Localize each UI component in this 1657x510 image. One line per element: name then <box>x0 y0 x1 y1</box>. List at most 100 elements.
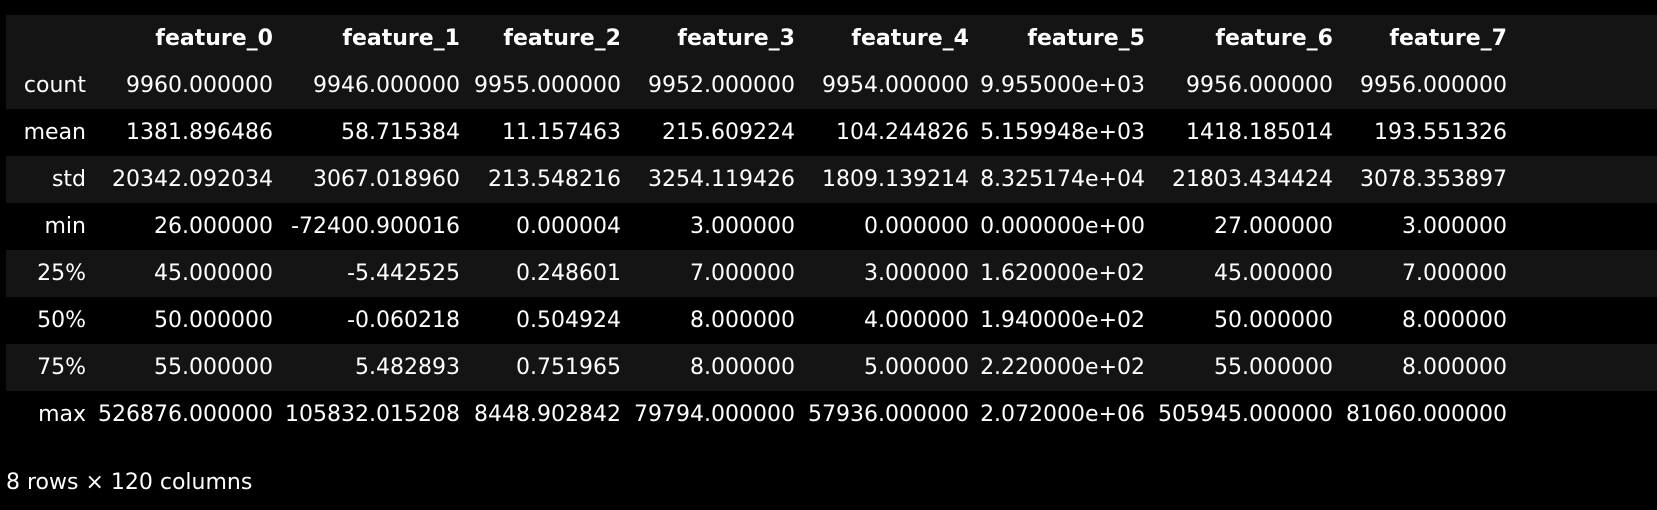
column-header: feature_1 <box>342 26 460 51</box>
table-row: std 20342.092034 3067.018960 213.548216 3254… <box>6 156 1657 203</box>
table-cell: 8.325174e+04 <box>980 167 1145 192</box>
table-shape-caption: 8 rows × 120 columns <box>6 470 253 495</box>
table-cell: 58.715384 <box>341 120 460 145</box>
table-cell: 26.000000 <box>154 214 273 239</box>
table-cell: 3078.353897 <box>1360 167 1507 192</box>
table-cell: 5.482893 <box>355 355 460 380</box>
row-index-label: min <box>44 214 87 239</box>
index-header <box>6 15 86 62</box>
table-cell: 105832.015208 <box>285 402 460 427</box>
table-cell: 81060.000000 <box>1346 402 1507 427</box>
table-cell: 526876.000000 <box>98 402 273 427</box>
row-index-label: 50% <box>37 308 86 333</box>
table-cell <box>1507 109 1657 156</box>
describe-table: feature_0 feature_1 feature_2 feature_3 feat… <box>6 15 1657 438</box>
table-cell: 0.000000e+00 <box>980 214 1145 239</box>
table-cell: 215.609224 <box>662 120 795 145</box>
table-cell: 8448.902842 <box>474 402 621 427</box>
table-cell: 45.000000 <box>154 261 273 286</box>
column-header: feature_4 <box>851 26 969 51</box>
table-cell: 9955.000000 <box>474 73 621 98</box>
table-cell: 8.000000 <box>1402 355 1507 380</box>
table-cell: 9952.000000 <box>648 73 795 98</box>
table-cell: -5.442525 <box>347 261 460 286</box>
table-cell: 0.504924 <box>516 308 621 333</box>
table-cell: 0.000000 <box>864 214 969 239</box>
table-cell <box>1507 297 1657 344</box>
header-row: feature_0 feature_1 feature_2 feature_3 feat… <box>6 15 1657 62</box>
table-cell: 1.940000e+02 <box>980 308 1145 333</box>
table-cell: 193.551326 <box>1374 120 1507 145</box>
column-header: feature_7 <box>1389 26 1507 51</box>
table-cell: 5.000000 <box>864 355 969 380</box>
table-cell: 3.000000 <box>864 261 969 286</box>
table-cell: 9.955000e+03 <box>980 73 1145 98</box>
table-cell: 8.000000 <box>1402 308 1507 333</box>
column-header: feature_5 <box>1027 26 1145 51</box>
table-cell: 45.000000 <box>1214 261 1333 286</box>
table-cell <box>1507 344 1657 391</box>
table-cell: 50.000000 <box>154 308 273 333</box>
row-index-label: 25% <box>37 261 86 286</box>
describe-table-container[interactable]: feature_0 feature_1 feature_2 feature_3 feat… <box>6 15 1657 438</box>
table-cell <box>1507 250 1657 297</box>
table-cell: 9954.000000 <box>822 73 969 98</box>
table-cell: 2.220000e+02 <box>980 355 1145 380</box>
table-cell: 1381.896486 <box>126 120 273 145</box>
column-header: feature_0 <box>155 26 273 51</box>
table-cell: 0.248601 <box>516 261 621 286</box>
table-cell: 8.000000 <box>690 308 795 333</box>
table-cell: 3254.119426 <box>648 167 795 192</box>
table-cell: 20342.092034 <box>112 167 273 192</box>
row-index-label: max <box>38 402 86 427</box>
table-cell: 7.000000 <box>1402 261 1507 286</box>
table-cell: 0.000004 <box>516 214 621 239</box>
column-header: feature_2 <box>503 26 621 51</box>
table-cell: 9946.000000 <box>313 73 460 98</box>
table-row: mean 1381.896486 58.715384 11.157463 215.609… <box>6 109 1657 156</box>
table-cell: 104.244826 <box>836 120 969 145</box>
table-cell: 7.000000 <box>690 261 795 286</box>
row-index-label: count <box>23 73 86 98</box>
table-cell: 3067.018960 <box>313 167 460 192</box>
table-cell: -0.060218 <box>347 308 460 333</box>
table-row: 50% 50.000000 -0.060218 0.504924 8.000000 4.0… <box>6 297 1657 344</box>
table-cell: 79794.000000 <box>634 402 795 427</box>
table-cell: 57936.000000 <box>808 402 969 427</box>
table-cell: 9956.000000 <box>1186 73 1333 98</box>
table-row: 75% 55.000000 5.482893 0.751965 8.000000 5.00… <box>6 344 1657 391</box>
table-cell: 10 <box>1507 156 1657 203</box>
row-index-label: mean <box>23 120 86 145</box>
table-cell: 5.159948e+03 <box>980 120 1145 145</box>
table-cell: 3.000000 <box>1402 214 1507 239</box>
column-header: feature_3 <box>677 26 795 51</box>
table-cell: 213.548216 <box>488 167 621 192</box>
table-cell: 2.072000e+06 <box>980 402 1145 427</box>
table-cell: 1418.185014 <box>1186 120 1333 145</box>
table-cell: 3.000000 <box>690 214 795 239</box>
table-cell: 55.000000 <box>1214 355 1333 380</box>
table-cell: 4.000000 <box>864 308 969 333</box>
row-index-label: std <box>51 167 86 192</box>
table-cell: 9960.000000 <box>126 73 273 98</box>
table-cell: 99 <box>1507 62 1657 109</box>
table-cell: 11.157463 <box>502 120 621 145</box>
table-row: count 9960.000000 9946.000000 9955.000000 99… <box>6 62 1657 109</box>
table-cell: 55.000000 <box>154 355 273 380</box>
table-cell: -72400.900016 <box>291 214 460 239</box>
column-header: feature_6 <box>1215 26 1333 51</box>
table-cell <box>1507 203 1657 250</box>
table-row: 25% 45.000000 -5.442525 0.248601 7.000000 3.0… <box>6 250 1657 297</box>
table-cell: 505945.000000 <box>1158 402 1333 427</box>
table-cell: 21803.434424 <box>1172 167 1333 192</box>
table-cell: 8.000000 <box>690 355 795 380</box>
table-cell: 50.000000 <box>1214 308 1333 333</box>
table-cell: 1809.139214 <box>822 167 969 192</box>
table-row: max 526876.000000 105832.015208 8448.902842… <box>6 391 1657 438</box>
row-index-label: 75% <box>37 355 86 380</box>
table-cell: 478 <box>1507 391 1657 438</box>
table-cell: 27.000000 <box>1214 214 1333 239</box>
table-cell: 1.620000e+02 <box>980 261 1145 286</box>
column-header <box>1507 15 1657 62</box>
table-cell: 0.751965 <box>516 355 621 380</box>
